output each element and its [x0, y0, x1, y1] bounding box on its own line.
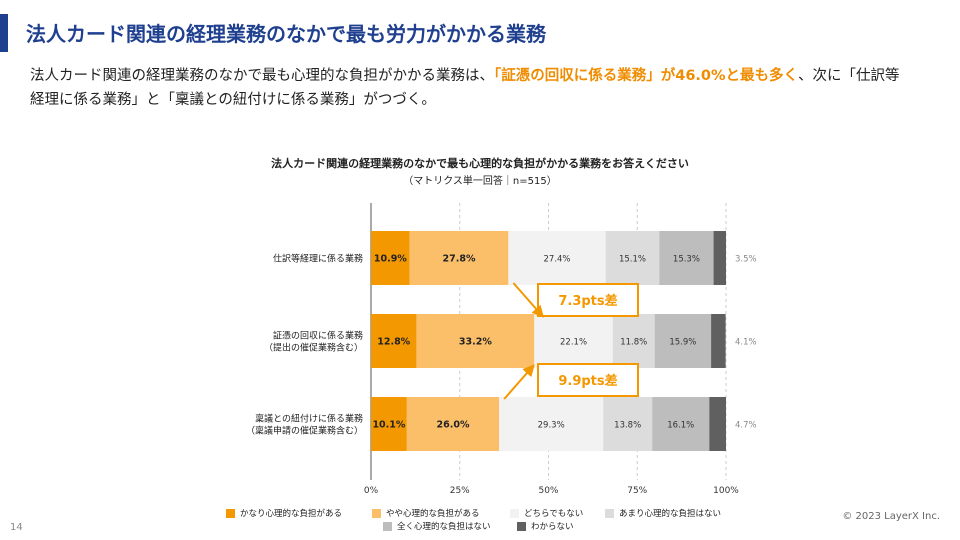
copyright: © 2023 LayerX Inc.	[842, 511, 940, 522]
bar-segment-2-3	[603, 397, 653, 451]
bar-segment-0-5	[713, 231, 726, 285]
data-label-0-4: 15.3%	[673, 255, 700, 265]
legend-label-2: どちらでもない	[524, 509, 584, 519]
page-title: 法人カード関連の経理業務のなかで最も労力がかかる業務	[26, 22, 546, 46]
x-tick-label-100: 100%	[713, 486, 739, 496]
bar-segment-0-4	[659, 231, 714, 285]
legend-swatch-1	[372, 508, 381, 518]
bar-segment-1-3	[612, 314, 655, 368]
chart-subtitle: （マトリクス単一回答｜n=515）	[403, 176, 557, 187]
bar-segment-2-0	[371, 397, 407, 451]
legend-swatch-2	[510, 508, 519, 518]
annotation-box-1	[537, 363, 639, 397]
legend-label-4: 全く心理的な負担はない	[397, 522, 491, 532]
legend-item-1: やや心理的な負担がある	[372, 507, 480, 519]
category-label-0-0: 仕訳等経理に係る業務	[273, 253, 363, 265]
legend-item-2: どちらでもない	[510, 507, 583, 519]
title-accent-bar	[0, 14, 8, 52]
data-label-2-2: 29.3%	[538, 421, 565, 431]
legend-label-5: わからない	[531, 522, 574, 532]
data-label-2-3: 13.8%	[614, 421, 641, 431]
x-tick-label-25: 25%	[450, 486, 470, 496]
bar-segment-1-2	[534, 314, 613, 368]
x-tick-label-50: 50%	[538, 486, 558, 496]
data-label-1-4: 15.9%	[669, 338, 696, 348]
bar-segment-2-5	[709, 397, 726, 451]
legend-item-3: あまり心理的な負担はない	[605, 507, 721, 519]
bar-segment-2-4	[652, 397, 710, 451]
legend-label-3: あまり心理的な負担はない	[619, 509, 722, 519]
bar-segment-0-3	[605, 231, 660, 285]
annotation-arrow-0	[512, 282, 544, 318]
data-label-1-5: 4.1%	[735, 338, 757, 348]
legend-swatch-4	[383, 521, 392, 531]
legend-label-1: やや心理的な負担がある	[386, 509, 480, 519]
bar-segment-1-0	[371, 314, 417, 368]
description-text: 法人カード関連の経理業務のなかで最も心理的な負担がかかる業務は、「証憑の回収に係…	[30, 64, 910, 112]
data-label-0-3: 15.1%	[619, 255, 646, 265]
data-label-2-4: 16.1%	[667, 421, 694, 431]
legend-item-5: わからない	[517, 520, 574, 532]
data-label-0-5: 3.5%	[735, 255, 757, 265]
legend-swatch-0	[226, 508, 235, 518]
legend-swatch-5	[517, 521, 526, 531]
data-label-1-1: 33.2%	[459, 337, 492, 348]
chart-title: 法人カード関連の経理業務のなかで最も心理的な負担がかかる業務をお答えください	[271, 157, 689, 170]
category-label-1-1: （提出の催促業務含む）	[264, 342, 363, 354]
legend-item-4: 全く心理的な負担はない	[383, 520, 491, 532]
legend-label-0: かなり心理的な負担がある	[240, 509, 343, 519]
data-label-1-0: 12.8%	[377, 337, 410, 348]
bar-segment-1-1	[416, 314, 535, 368]
category-label-1-0: 証憑の回収に係る業務	[273, 330, 363, 342]
bar-segment-0-2	[508, 231, 606, 285]
data-label-1-3: 11.8%	[620, 338, 647, 348]
bar-segment-1-4	[654, 314, 712, 368]
bar-segment-0-0	[371, 231, 410, 285]
data-label-0-1: 27.8%	[443, 254, 476, 265]
data-label-0-0: 10.9%	[374, 254, 407, 265]
description-part2: 、次に「仕訳等経理に係る業務」と「稟議との紐付けに係る業務」がつづく。	[30, 68, 900, 108]
description-part1: 法人カード関連の経理業務のなかで最も心理的な負担がかかる業務は、	[30, 68, 494, 84]
bar-segment-0-1	[409, 231, 509, 285]
page-number: 14	[10, 522, 23, 533]
bar-segment-2-1	[406, 397, 500, 451]
data-label-2-1: 26.0%	[437, 420, 470, 431]
annotation-box-0	[537, 283, 639, 317]
data-label-1-2: 22.1%	[560, 338, 587, 348]
legend-item-0: かなり心理的な負担がある	[226, 507, 342, 519]
bar-segment-2-2	[499, 397, 604, 451]
x-tick-label-75: 75%	[627, 486, 647, 496]
legend-swatch-3	[605, 508, 614, 518]
annotation-label-1: 9.9pts差	[558, 373, 617, 389]
data-label-2-0: 10.1%	[372, 420, 405, 431]
data-label-2-5: 4.7%	[735, 421, 757, 431]
category-label-2-0: 稟議との紐付けに係る業務	[255, 413, 363, 425]
bar-segment-1-5	[711, 314, 726, 368]
category-label-2-1: （稟議申請の催促業務含む）	[246, 425, 363, 437]
description-highlight: 「証憑の回収に係る業務」が46.0%と最も多く	[494, 68, 799, 84]
annotation-arrow-1	[503, 364, 535, 400]
annotation-label-0: 7.3pts差	[558, 293, 617, 309]
x-tick-label-0: 0%	[364, 486, 379, 496]
data-label-0-2: 27.4%	[544, 255, 571, 265]
